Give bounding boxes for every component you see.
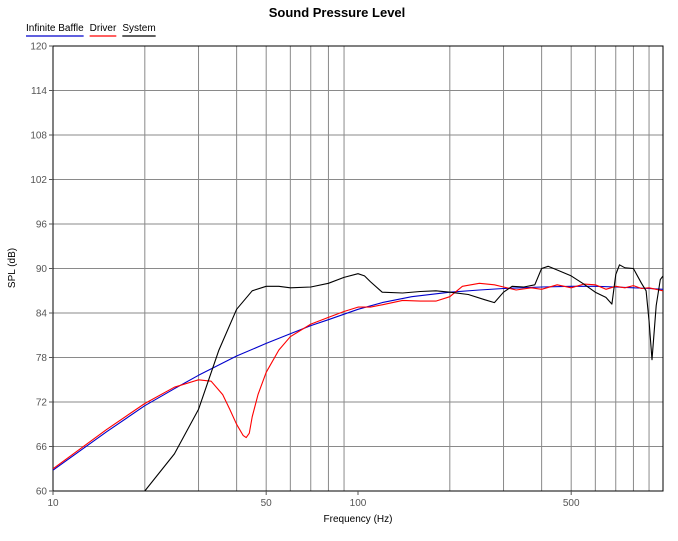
legend-label-driver: Driver xyxy=(90,23,117,34)
x-axis-ticks: 10 50 100 500 xyxy=(47,491,580,509)
y-tick-label: 90 xyxy=(36,264,48,275)
y-tick-label: 108 xyxy=(30,131,47,142)
y-tick-label: 120 xyxy=(30,42,47,53)
series-line-system xyxy=(144,264,663,491)
y-axis-label: SPL (dB) xyxy=(7,248,18,288)
y-tick-label: 114 xyxy=(31,86,47,97)
y-tick-label: 78 xyxy=(36,353,48,364)
y-tick-label: 66 xyxy=(36,442,48,453)
series-lines xyxy=(53,264,663,491)
x-tick-label: 500 xyxy=(563,498,580,509)
chart-title: Sound Pressure Level xyxy=(269,5,406,20)
y-tick-label: 102 xyxy=(30,175,47,186)
y-tick-label: 96 xyxy=(36,220,48,231)
series-line-infinite-baffle xyxy=(53,285,663,471)
x-tick-label: 100 xyxy=(350,498,367,509)
y-axis-ticks: 60 66 72 78 84 90 96 102 108 114 120 xyxy=(30,42,53,498)
y-tick-label: 72 xyxy=(36,398,48,409)
x-tick-label: 50 xyxy=(261,498,273,509)
legend: Infinite Baffle Driver System xyxy=(26,23,156,37)
legend-label-infinite-baffle: Infinite Baffle xyxy=(26,23,84,34)
y-tick-label: 84 xyxy=(36,309,48,320)
y-tick-label: 60 xyxy=(36,487,48,498)
x-tick-label: 10 xyxy=(47,498,59,509)
x-axis-label: Frequency (Hz) xyxy=(324,514,393,525)
legend-label-system: System xyxy=(122,23,155,34)
grid xyxy=(53,46,663,491)
series-line-driver xyxy=(53,282,663,470)
